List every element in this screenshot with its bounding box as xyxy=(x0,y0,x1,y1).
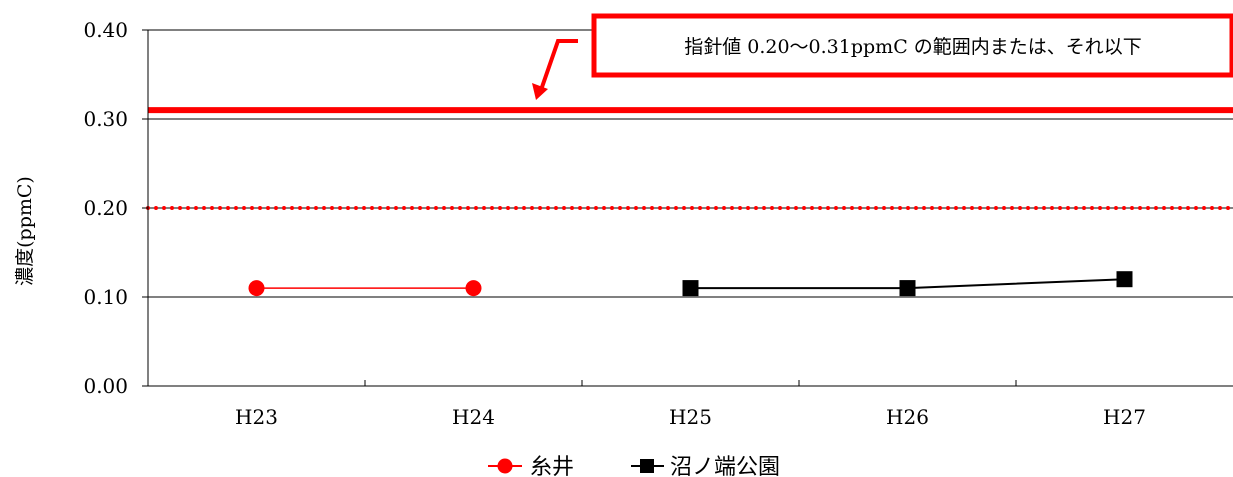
data-point xyxy=(465,280,482,297)
reference-lines xyxy=(146,107,1233,210)
x-tick-label-3: H26 xyxy=(886,405,929,429)
legend-item-series-2: 沼ノ端公園 xyxy=(631,455,780,477)
x-tick-labels: H23 H24 H25 H26 H27 xyxy=(235,405,1146,429)
x-tick-label-1: H24 xyxy=(452,405,495,429)
y-tick-label-3: 0.30 xyxy=(83,107,128,131)
data-point xyxy=(682,280,699,297)
y-tick-label-0: 0.00 xyxy=(83,374,128,398)
x-tick-label-0: H23 xyxy=(235,405,278,429)
y-tick-label-2: 0.20 xyxy=(83,196,128,220)
y-axis-label-group: 濃度(ppmC) xyxy=(14,176,36,286)
legend-marker-series-1 xyxy=(497,458,513,474)
legend-label-series-1: 糸井 xyxy=(530,455,574,477)
x-tick-label-2: H25 xyxy=(669,405,712,429)
y-tick-label-4: 0.40 xyxy=(83,18,128,42)
legend-marker-series-2 xyxy=(640,459,654,473)
data-point xyxy=(899,280,916,297)
x-tick-label-4: H27 xyxy=(1103,405,1146,429)
annotation-arrowhead xyxy=(532,83,548,100)
legend: 糸井 沼ノ端公園 xyxy=(488,455,780,477)
series-1 xyxy=(248,280,482,297)
data-point xyxy=(1116,271,1133,288)
axes xyxy=(142,29,1233,387)
series-2 xyxy=(682,271,1133,297)
y-axis-label: 濃度(ppmC) xyxy=(14,176,36,286)
annotation-box xyxy=(591,13,1233,78)
annotation-leader-line xyxy=(539,39,578,91)
y-tick-label-1: 0.10 xyxy=(83,285,128,309)
legend-item-series-1: 糸井 xyxy=(488,455,574,477)
y-tick-labels: 0.00 0.10 0.20 0.30 0.40 xyxy=(83,18,128,398)
annotation-text: 指針値 0.20～0.31ppmC の範囲内または、それ以下 xyxy=(684,36,1142,58)
annotation-callout: 指針値 0.20～0.31ppmC の範囲内または、それ以下 xyxy=(532,13,1233,100)
data-point xyxy=(248,280,265,297)
legend-label-series-2: 沼ノ端公園 xyxy=(670,455,780,477)
data-series xyxy=(248,271,1133,297)
